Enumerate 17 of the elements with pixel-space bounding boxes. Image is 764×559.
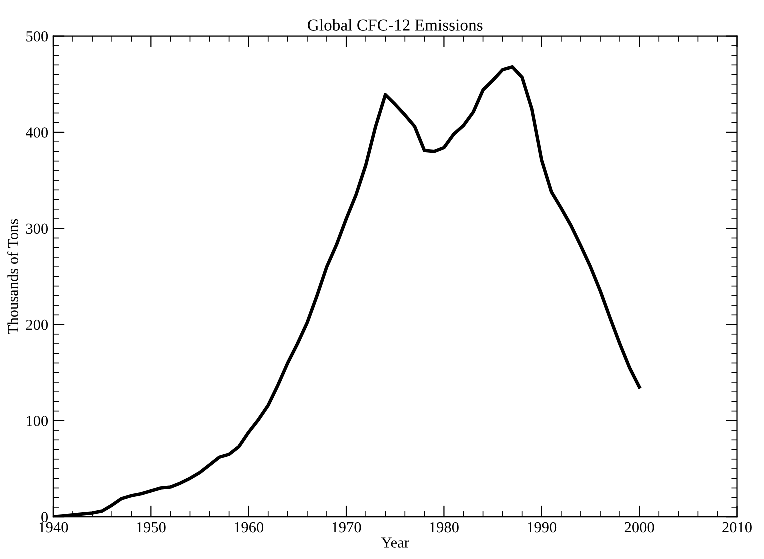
x-tick-label: 1960	[234, 522, 264, 533]
x-tick-label: 1990	[528, 522, 557, 533]
y-tick-label: 300	[26, 224, 48, 234]
x-tick-label: 2010	[722, 522, 752, 533]
x-tick-label: 2000	[624, 522, 654, 533]
y-tick-label: 500	[26, 31, 48, 42]
x-tick-label: 1940	[40, 522, 68, 533]
y-tick-label: 100	[27, 416, 48, 426]
y-axis-title: Thousands of Tons	[8, 219, 18, 334]
x-axis-title: Year	[381, 538, 410, 548]
y-tick-label: 0	[42, 512, 48, 523]
x-tick-label: 1950	[137, 522, 166, 533]
x-tick-label: 1980	[430, 522, 459, 533]
y-tick-label: 400	[26, 128, 48, 138]
x-tick-label: 1970	[332, 522, 362, 533]
y-tick-label: 200	[26, 320, 48, 330]
chart-title: Global CFC-12 Emissions	[308, 19, 483, 31]
